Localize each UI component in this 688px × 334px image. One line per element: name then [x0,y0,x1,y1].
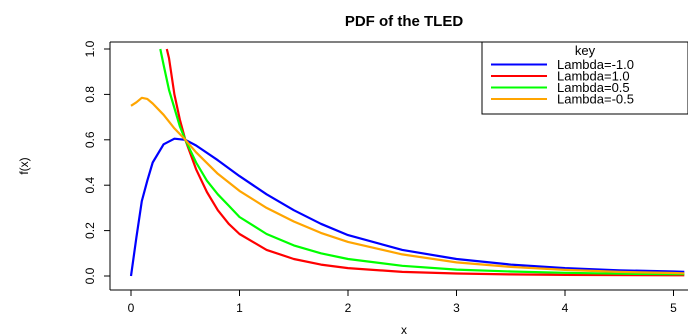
x-tick-label: 5 [670,301,677,315]
x-tick-label: 0 [128,301,135,315]
y-tick-label: 0.2 [83,222,97,239]
y-tick-label: 0.4 [83,177,97,194]
legend-label: Lambda=-1.0 [557,57,634,72]
x-axis-label: x [401,323,407,334]
legend-label: Lambda=-0.5 [557,92,634,107]
legend-items: Lambda=-1.0Lambda=1.0Lambda=0.5Lambda=-0… [491,57,634,107]
series-group [129,48,685,277]
y-axis-label: f(x) [17,157,31,174]
series-line-0 [129,137,685,277]
y-axis: 0.0 0.2 0.4 0.6 0.8 1.0 [83,40,110,284]
legend: key Lambda=-1.0Lambda=1.0Lambda=0.5Lambd… [481,41,688,115]
legend-box [481,41,688,115]
x-tick-label: 2 [345,301,352,315]
legend-label: Lambda=1.0 [557,69,630,84]
y-tick-label: 0.8 [83,86,97,103]
legend-title: key [575,43,596,58]
y-tick-label: 0.6 [83,131,97,148]
x-tick-label: 4 [562,301,569,315]
x-axis: 0 1 2 3 4 5 [128,290,677,315]
legend-label: Lambda=0.5 [557,80,630,95]
series-line-2 [159,48,685,276]
y-tick-label: 0.0 [83,267,97,284]
x-tick-label: 1 [236,301,243,315]
series-line-1 [165,48,685,277]
series-line-3 [130,96,685,275]
x-tick-label: 3 [453,301,460,315]
y-tick-label: 1.0 [83,40,97,57]
chart-title: PDF of the TLED [345,13,463,30]
